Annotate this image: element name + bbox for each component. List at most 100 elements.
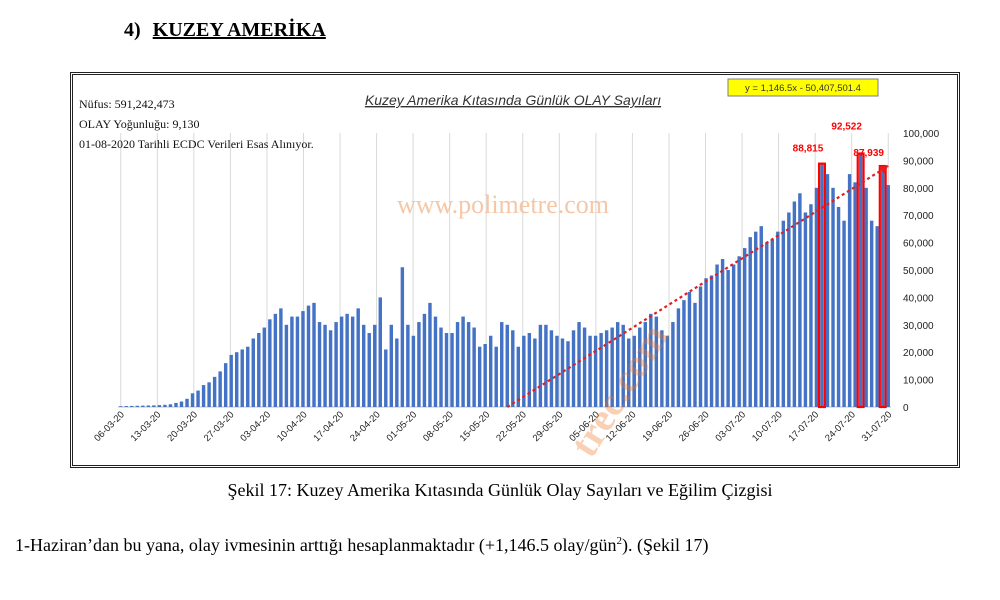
- bar: [858, 153, 863, 407]
- bar: [273, 313, 278, 407]
- bar: [599, 333, 603, 407]
- bar: [185, 398, 189, 407]
- bar: [604, 330, 609, 407]
- x-tick-label: 10-04-20: [275, 409, 310, 444]
- bar: [582, 327, 587, 407]
- x-tick-label: 20-03-20: [165, 409, 200, 444]
- bar: [350, 316, 355, 407]
- bar: [257, 333, 261, 407]
- bar: [881, 166, 885, 407]
- bar: [593, 335, 598, 407]
- bar: [825, 174, 830, 407]
- bar: [163, 404, 167, 407]
- bar: [207, 382, 211, 407]
- bar: [737, 256, 741, 407]
- bar: [439, 327, 443, 407]
- info-line: OLAY Yoğunluğu: 9,130: [79, 117, 199, 131]
- x-tick-label: 06-03-20: [92, 409, 127, 444]
- y-tick-label: 30,000: [903, 321, 934, 332]
- bar: [312, 302, 316, 407]
- bar: [477, 346, 482, 407]
- bar: [571, 330, 576, 407]
- paragraph-sup: 2: [616, 535, 622, 547]
- bar: [130, 405, 134, 407]
- bar: [367, 333, 371, 407]
- bar: [190, 393, 195, 407]
- bar: [742, 248, 747, 407]
- bar: [847, 174, 852, 407]
- bar: [246, 346, 250, 407]
- figure-caption: Şekil 17: Kuzey Amerika Kıtasında Günlük…: [227, 480, 773, 500]
- bar: [179, 401, 184, 407]
- bar: [461, 316, 465, 407]
- bar: [660, 330, 664, 407]
- highlight-bar-outline: [878, 164, 887, 409]
- y-tick-label: 40,000: [903, 293, 934, 304]
- bar: [886, 185, 890, 407]
- bar: [687, 291, 692, 407]
- bar: [549, 330, 554, 407]
- bar: [234, 352, 239, 407]
- bar: [693, 302, 697, 407]
- bar: [389, 324, 394, 407]
- bar: [809, 204, 813, 407]
- chart-title: Kuzey Amerika Kıtasında Günlük OLAY Sayı…: [365, 92, 661, 108]
- bar: [152, 405, 156, 407]
- bar: [472, 327, 476, 407]
- x-tick-label: 15-05-20: [458, 409, 493, 444]
- bar: [803, 212, 808, 407]
- chart-watermark: www.polimetre.com: [397, 190, 609, 219]
- paragraph-text-after: ). (Şekil 17): [621, 535, 709, 555]
- bar: [334, 322, 338, 407]
- bar: [665, 335, 670, 407]
- bar: [781, 220, 786, 407]
- bar: [516, 346, 521, 407]
- bar: [290, 316, 294, 407]
- x-tick-label: 22-05-20: [494, 409, 529, 444]
- x-tick-label: 05-06-20: [567, 409, 602, 444]
- bar: [422, 313, 427, 407]
- y-tick-label: 100,000: [903, 129, 940, 140]
- bar: [698, 286, 703, 407]
- x-tick-label: 24-07-20: [823, 409, 858, 444]
- bar: [135, 405, 140, 407]
- bar: [577, 322, 581, 407]
- bar: [262, 327, 267, 407]
- bar: [820, 163, 824, 407]
- x-tick-label: 13-03-20: [129, 409, 164, 444]
- info-line: Nüfus: 591,242,473: [79, 97, 175, 111]
- bar: [765, 242, 769, 407]
- bar: [682, 300, 686, 407]
- x-tick-label: 03-04-20: [238, 409, 273, 444]
- bar: [406, 324, 410, 407]
- bar: [146, 405, 151, 407]
- bar: [400, 267, 405, 407]
- trendline-arrow: [879, 165, 889, 174]
- y-tick-label: 70,000: [903, 211, 934, 222]
- bar: [754, 231, 758, 407]
- bar: [638, 327, 642, 407]
- bar: [704, 278, 708, 407]
- bar: [560, 338, 565, 407]
- y-tick-label: 0: [903, 403, 909, 414]
- x-tick-label: 17-07-20: [787, 409, 822, 444]
- bar: [328, 330, 333, 407]
- bar: [649, 313, 653, 407]
- y-tick-label: 50,000: [903, 266, 934, 277]
- bar: [748, 237, 752, 407]
- bar: [428, 302, 432, 407]
- bar: [218, 371, 222, 407]
- bar: [505, 324, 509, 407]
- bar: [384, 349, 388, 407]
- highlight-bar-outline: [856, 152, 865, 409]
- bar: [444, 333, 449, 407]
- bar: [864, 187, 868, 407]
- bar: [223, 363, 228, 407]
- x-tick-label: 24-04-20: [348, 409, 383, 444]
- bar: [798, 193, 802, 407]
- bar: [731, 264, 736, 407]
- bar: [494, 346, 498, 407]
- bar: [522, 335, 526, 407]
- y-tick-label: 20,000: [903, 348, 934, 359]
- bar: [632, 335, 636, 407]
